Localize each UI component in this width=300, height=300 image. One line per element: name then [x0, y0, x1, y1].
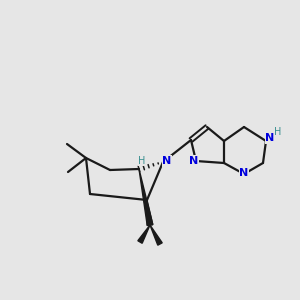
Polygon shape — [147, 200, 153, 225]
Polygon shape — [150, 225, 162, 245]
Text: H: H — [138, 156, 146, 166]
Text: N: N — [239, 168, 249, 178]
Text: N: N — [162, 156, 172, 166]
Text: N: N — [189, 156, 199, 166]
Text: H: H — [274, 127, 282, 137]
Text: N: N — [266, 133, 274, 143]
Polygon shape — [139, 169, 153, 226]
Polygon shape — [138, 225, 150, 243]
